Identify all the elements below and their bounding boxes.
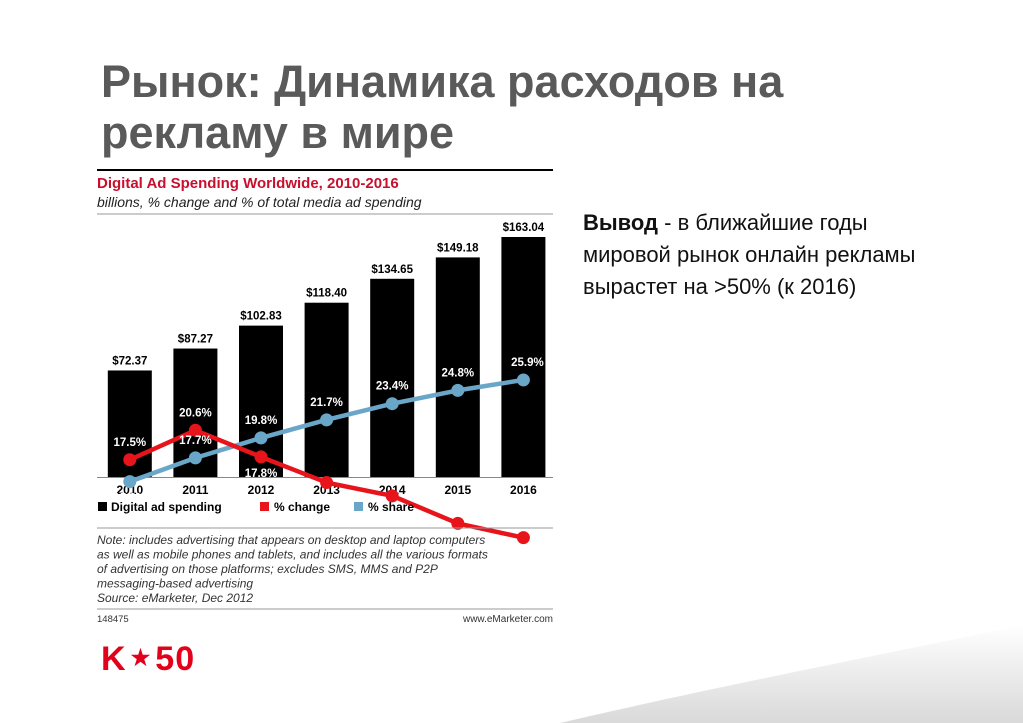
point-share <box>385 397 399 411</box>
chart-title: Digital Ad Spending Worldwide, 2010-2016 <box>97 175 399 192</box>
bar-digital-ad-spending <box>435 257 480 477</box>
chart-subtitle: billions, % change and % of total media … <box>97 194 422 210</box>
legend-label-share: % share <box>368 500 414 514</box>
point-label-change: 15.1% <box>310 494 343 506</box>
bar-value-label: $102.83 <box>240 311 282 323</box>
x-tick-label: 2012 <box>248 483 275 497</box>
point-label-change: 10.8% <box>441 534 474 546</box>
point-label-change: 17.8% <box>245 468 278 480</box>
legend-label-spending: Digital ad spending <box>111 500 222 514</box>
logo-number: 50 <box>155 640 196 678</box>
point-change <box>385 489 399 503</box>
conclusion-label: Вывод <box>583 210 659 235</box>
bar-value-label: $149.18 <box>437 242 479 254</box>
point-change <box>516 531 530 545</box>
point-change <box>451 516 465 530</box>
bar-value-label: $118.40 <box>306 288 347 300</box>
point-change <box>320 476 334 490</box>
point-share <box>254 431 268 445</box>
point-label-change: 13.7% <box>376 507 409 519</box>
x-tick-label: 2011 <box>182 483 208 497</box>
point-label-share: 17.7% <box>179 435 212 447</box>
point-share <box>188 451 202 465</box>
point-change <box>123 453 137 467</box>
point-share <box>123 475 137 489</box>
point-label-change: 20.6% <box>179 407 212 419</box>
chart-note-line: Note: includes advertising that appears … <box>97 533 485 547</box>
chart-id: 148475 <box>97 614 129 625</box>
chart-note-line: Source: eMarketer, Dec 2012 <box>97 591 253 605</box>
slide-title: Рынок: Динамика расходов на рекламу в ми… <box>101 56 784 158</box>
point-label-share: 23.4% <box>376 381 409 393</box>
bar-value-label: $72.37 <box>112 355 147 367</box>
legend-label-change: % change <box>274 500 330 514</box>
point-label-share: 15.2% <box>113 493 146 505</box>
legend-swatch-share <box>354 502 363 511</box>
point-share <box>516 373 530 387</box>
chart-panel: Digital Ad Spending Worldwide, 2010-2016… <box>97 168 555 625</box>
x-tick-label: 2010 <box>116 483 143 497</box>
bar-value-label: $87.27 <box>178 334 213 346</box>
point-label-share: 24.8% <box>441 367 474 379</box>
bar-value-label: $134.65 <box>371 264 413 276</box>
point-label-change: 9.3% <box>510 549 536 561</box>
conclusion-text: Вывод - в ближайшие годы мировой рынок о… <box>583 207 933 303</box>
bar-digital-ad-spending <box>370 278 415 477</box>
legend-swatch-change <box>260 502 269 511</box>
legend-swatch-spending <box>98 502 107 511</box>
x-tick-label: 2016 <box>510 483 537 497</box>
point-label-share: 25.9% <box>511 357 544 369</box>
x-tick-label: 2015 <box>444 483 471 497</box>
point-label-share: 19.8% <box>245 415 278 427</box>
bar-digital-ad-spending <box>501 237 546 477</box>
k50-logo: K ★ 50 <box>101 640 195 679</box>
point-share <box>451 383 465 397</box>
conclusion-body: - в ближайшие годы мировой рынок онлайн … <box>583 210 916 299</box>
point-share <box>320 413 334 427</box>
bar-value-label: $163.04 <box>503 222 545 234</box>
point-label-change: 17.5% <box>113 437 146 449</box>
point-change <box>254 450 268 464</box>
emarketer-url: www.eMarketer.com <box>462 614 553 625</box>
point-label-share: 21.7% <box>310 397 343 409</box>
x-tick-label: 2013 <box>313 483 340 497</box>
chart-svg: Digital Ad Spending Worldwide, 2010-2016… <box>97 169 553 625</box>
bar-digital-ad-spending <box>304 302 349 477</box>
point-change <box>188 423 202 437</box>
star-icon: ★ <box>130 644 152 670</box>
chart-note-line: as well as mobile phones and tablets, an… <box>97 548 488 562</box>
chart-note-line: messaging-based advertising <box>97 577 253 591</box>
logo-letter: K <box>101 640 127 678</box>
chart-note-line: of advertising on those platforms; exclu… <box>97 562 438 576</box>
